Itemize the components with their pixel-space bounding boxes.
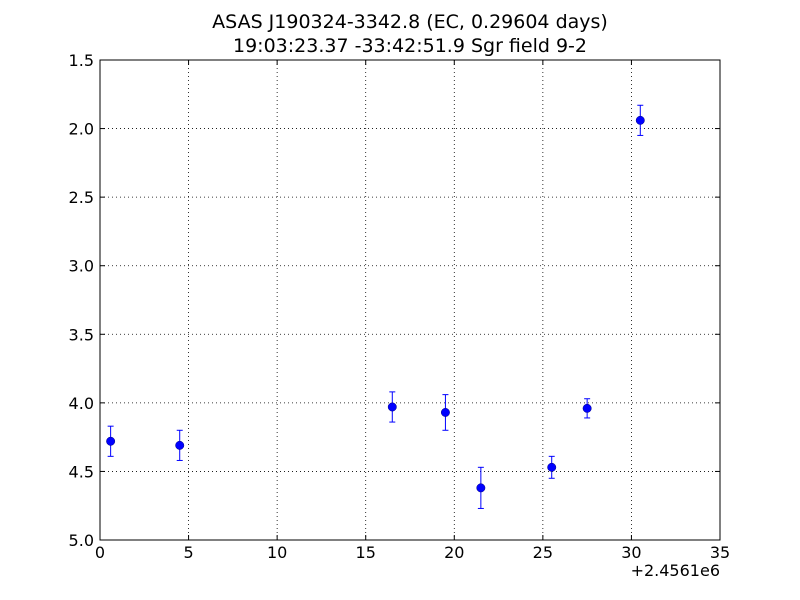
point-marker	[635, 115, 645, 125]
point-marker	[106, 436, 116, 446]
x-tick-label: 10	[267, 543, 287, 562]
x-tick-label: 0	[95, 543, 105, 562]
data-point	[635, 104, 645, 136]
point-marker	[175, 440, 185, 450]
point-marker	[440, 408, 450, 417]
data-point	[547, 455, 557, 479]
point-marker	[582, 403, 592, 413]
x-tick-label: 15	[356, 543, 376, 562]
plot-frame	[99, 59, 721, 541]
x-axis-offset-label: +2.4561e6	[631, 561, 720, 580]
y-tick-label: 2.5	[69, 188, 94, 207]
x-tick-label: 35	[710, 543, 730, 562]
data-point	[106, 425, 116, 457]
chart-title: ASAS J190324-3342.8 (EC, 0.29604 days)	[212, 11, 608, 33]
y-tick-label: 4.0	[69, 394, 94, 413]
data-point	[440, 394, 450, 431]
x-tick-label: 30	[621, 543, 641, 562]
y-tick-label: 5.0	[69, 531, 94, 550]
point-marker	[476, 483, 486, 493]
y-tick-label: 2.0	[69, 120, 94, 139]
point-marker	[387, 402, 397, 412]
x-tick-label: 20	[444, 543, 464, 562]
axes: 0 5 10 15 20 25 30 35 1.5 2.0 2.5 3.0 3.5 4.0 4.5 5.0	[69, 51, 731, 562]
x-tick-label: 25	[533, 543, 553, 562]
y-tick-label: 3.5	[69, 325, 94, 344]
data-point	[476, 466, 486, 509]
grid	[100, 60, 720, 540]
data-point	[582, 398, 592, 419]
data-point	[387, 391, 397, 423]
point-marker	[547, 462, 557, 472]
x-tick-label: 5	[183, 543, 193, 562]
y-tick-label: 3.0	[69, 257, 94, 276]
data-point	[175, 429, 185, 461]
y-tick-label: 4.5	[69, 462, 94, 481]
data-series	[106, 104, 645, 509]
chart-subtitle: 19:03:23.37 -33:42:51.9 Sgr field 9-2	[233, 35, 587, 57]
y-tick-label: 1.5	[69, 51, 94, 70]
